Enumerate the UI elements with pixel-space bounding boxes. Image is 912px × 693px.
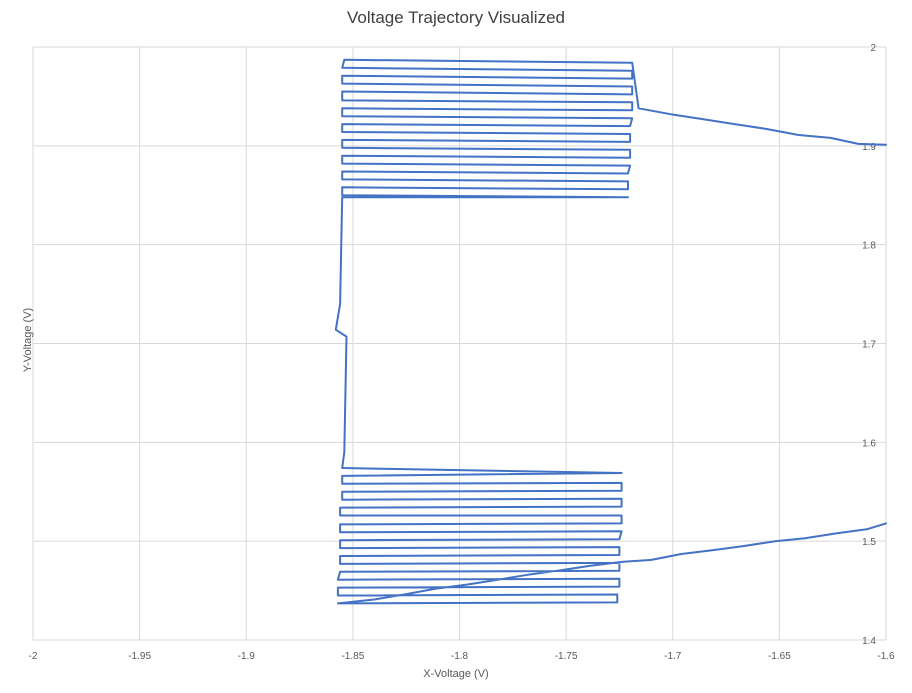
- x-tick-label: -1.9: [238, 651, 256, 662]
- x-tick-label: -1.95: [128, 651, 151, 662]
- x-tick-label: -1.75: [555, 651, 578, 662]
- tick-labels: -2 -1.95 -1.9 -1.85 -1.8 -1.75 -1.7 -1.65 -1.61.…: [29, 43, 896, 662]
- y-tick-label: 1.8: [862, 241, 876, 252]
- series-group: [334, 58, 887, 605]
- y-tick-label: 1.7: [862, 340, 876, 351]
- y-tick-label: 1.4: [862, 636, 876, 647]
- x-tick-label: -1.8: [451, 651, 469, 662]
- x-tick-label: -1.85: [341, 651, 364, 662]
- chart-title: Voltage Trajectory Visualized: [347, 8, 565, 27]
- x-axis-label: X-Voltage (V): [423, 668, 489, 680]
- series-line-0: [334, 58, 887, 605]
- x-tick-label: -2: [29, 651, 38, 662]
- y-tick-label: 1.9: [862, 142, 876, 153]
- y-tick-label: 2: [870, 43, 876, 54]
- grid: [32, 46, 887, 641]
- y-tick-label: 1.6: [862, 438, 876, 449]
- x-tick-label: -1.6: [877, 651, 895, 662]
- x-tick-label: -1.7: [664, 651, 682, 662]
- y-axis-label: Y-Voltage (V): [22, 307, 34, 373]
- x-tick-label: -1.65: [768, 651, 791, 662]
- y-tick-label: 1.5: [862, 537, 876, 548]
